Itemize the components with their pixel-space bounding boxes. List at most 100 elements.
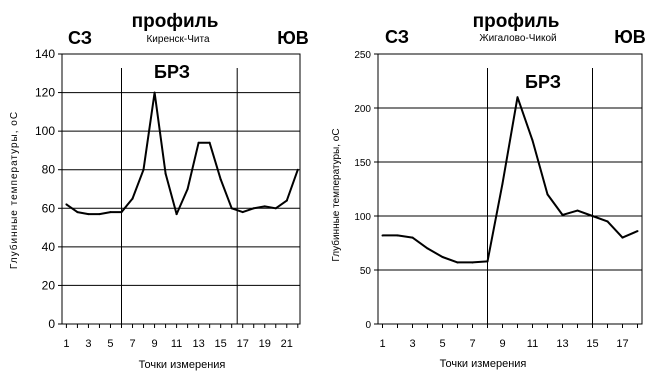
chart-2-x-tick-label: 9 xyxy=(499,338,505,350)
chart-2-title: профиль xyxy=(473,11,560,32)
chart-1-plot-area xyxy=(61,53,301,325)
chart-2-x-tick-label: 11 xyxy=(527,338,538,350)
chart-1-y-tick-labels: 0 20 40 60 80 100 120 140 xyxy=(35,47,62,331)
chart-2-data-point xyxy=(411,236,414,239)
chart-1-y-tick-label: 100 xyxy=(35,124,55,138)
chart-2-data-point xyxy=(591,215,594,217)
chart-1-data-point xyxy=(98,213,101,216)
chart-1-y-axis-title: Глубинные температуры, оС xyxy=(8,111,20,269)
chart-1-x-tick-label: 21 xyxy=(281,338,293,350)
chart-2-y-tick-label: 100 xyxy=(354,212,371,223)
chart-2-x-tick-label: 1 xyxy=(379,338,385,350)
chart-1-data-point xyxy=(241,211,244,214)
chart-2-data-point xyxy=(516,96,519,99)
chart-2-x-axis-title: Точки измерения xyxy=(440,358,527,370)
chart-1-x-tick-label: 3 xyxy=(85,338,91,350)
chart-2-data-point xyxy=(426,247,429,250)
chart-kirensk-chita: СЗ профиль Киренск-Чита ЮВ Глубинные тем… xyxy=(8,11,309,371)
chart-1-zone-label: БРЗ xyxy=(154,62,190,82)
chart-1-data-points xyxy=(65,91,299,216)
chart-1-x-tick-label: 19 xyxy=(259,338,271,350)
chart-2-x-tick-labels: 1 3 5 7 9 11 13 15 17 xyxy=(379,324,638,350)
chart-2-data-point xyxy=(471,261,474,264)
chart-2-y-tick-label: 250 xyxy=(354,50,371,61)
chart-1-y-tick-label: 120 xyxy=(35,86,55,100)
chart-1-x-tick-label: 17 xyxy=(237,338,249,350)
chart-1-x-tick-label: 5 xyxy=(107,338,113,350)
chart-1-y-tick-label: 80 xyxy=(42,163,56,177)
chart-1-y-tick-label: 0 xyxy=(48,317,55,331)
chart-1-data-point xyxy=(109,211,112,214)
chart-1-series-line xyxy=(65,91,299,216)
chart-1-data-point xyxy=(164,172,167,175)
chart-2-x-tick-label: 7 xyxy=(469,338,475,350)
chart-2-data-point xyxy=(621,236,624,239)
chart-2-right-label: ЮВ xyxy=(614,27,646,47)
chart-1-x-tick-label: 13 xyxy=(193,338,205,350)
chart-2-data-point xyxy=(606,220,609,223)
chart-2-series-line xyxy=(382,96,638,264)
chart-2-zone-label: БРЗ xyxy=(525,72,561,92)
chart-zhigalovo-chikoy: СЗ профиль Жигалово-Чикой ЮВ Глубинные т… xyxy=(330,11,646,370)
chart-1-y-tick-label: 20 xyxy=(42,278,56,292)
chart-2-data-point xyxy=(561,213,564,216)
chart-1-data-point xyxy=(197,141,200,144)
chart-1-data-point xyxy=(296,168,299,171)
chart-1-data-point xyxy=(142,168,145,171)
chart-1-x-axis-title: Точки измерения xyxy=(139,359,226,371)
chart-1-gridlines xyxy=(62,92,300,286)
chart-2-data-point xyxy=(636,230,639,233)
chart-1-data-point xyxy=(131,197,134,200)
chart-1-title: профиль xyxy=(132,11,219,32)
chart-2-data-point xyxy=(546,193,549,196)
chart-1-data-point xyxy=(186,188,189,190)
chart-2-plot-area xyxy=(377,53,643,325)
chart-2-data-point xyxy=(396,234,399,237)
chart-1-y-tick-label: 60 xyxy=(42,201,56,215)
chart-1-x-tick-label: 9 xyxy=(151,338,157,350)
chart-1-data-point xyxy=(219,178,222,181)
chart-2-x-tick-label: 17 xyxy=(616,338,628,350)
chart-1-subtitle: Киренск-Чита xyxy=(146,34,209,45)
chart-2-x-tick-label: 5 xyxy=(439,338,445,350)
chart-2-data-point xyxy=(486,260,489,263)
chart-2-data-point xyxy=(576,209,579,212)
chart-1-data-point xyxy=(263,205,266,208)
chart-1-y-tick-label: 40 xyxy=(42,240,56,254)
chart-1-y-tick-label: 140 xyxy=(35,47,55,61)
chart-1-right-label: ЮВ xyxy=(277,28,309,48)
chart-1-data-point xyxy=(87,213,90,216)
chart-1-data-point xyxy=(285,199,288,202)
chart-2-data-point xyxy=(501,182,504,185)
chart-1-data-point xyxy=(76,211,79,214)
chart-1-data-point xyxy=(208,141,211,144)
chart-2-y-tick-label: 200 xyxy=(354,104,371,115)
chart-1-left-label: СЗ xyxy=(68,28,92,48)
chart-2-data-points xyxy=(381,96,639,264)
chart-1-data-point xyxy=(153,91,156,94)
chart-2-y-tick-label: 150 xyxy=(354,158,371,169)
chart-2-gridlines xyxy=(378,107,642,271)
chart-2-x-tick-label: 3 xyxy=(409,338,415,350)
chart-2-x-tick-label: 15 xyxy=(586,338,598,350)
chart-2-left-label: СЗ xyxy=(385,27,409,47)
chart-1-x-tick-label: 15 xyxy=(215,338,227,350)
chart-2-y-tick-label: 0 xyxy=(365,320,371,331)
chart-2-y-tick-label: 50 xyxy=(360,266,372,277)
chart-2-data-point xyxy=(531,139,534,142)
chart-1-data-point xyxy=(65,203,68,206)
chart-1-data-point xyxy=(252,207,255,210)
chart-2-subtitle: Жигалово-Чикой xyxy=(479,33,556,44)
chart-1-x-tick-labels: 1 3 5 7 9 11 13 15 17 19 21 xyxy=(63,324,299,350)
chart-1-x-tick-label: 7 xyxy=(129,338,135,350)
chart-1-data-point xyxy=(120,211,123,214)
chart-2-x-tick-label: 13 xyxy=(556,338,568,350)
chart-2-y-axis-title: Глубинные температуры, оС xyxy=(330,128,342,261)
chart-1-data-point xyxy=(230,207,233,210)
chart-2-y-tick-labels: 0 50 100 150 200 250 xyxy=(354,50,378,331)
chart-1-data-point xyxy=(175,213,178,216)
chart-2-data-point xyxy=(441,256,444,259)
chart-1-data-point xyxy=(274,207,277,210)
chart-2-data-point xyxy=(381,234,384,237)
